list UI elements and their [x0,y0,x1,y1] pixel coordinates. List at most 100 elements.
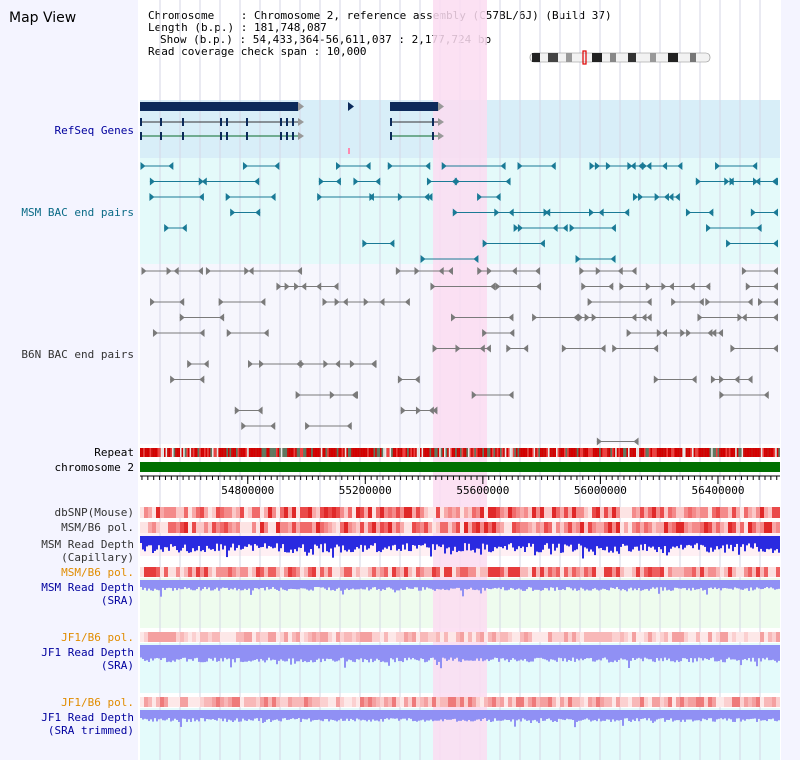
depth-bar [408,645,410,658]
repeat-segment [757,448,760,457]
repeat-segment [336,448,339,457]
depth-bar [274,536,276,548]
depth-bar [712,536,714,552]
exon [160,132,162,140]
repeat-segment [404,448,406,457]
repeat-segment [559,448,561,457]
heatmap-cell [668,567,672,577]
repeat-segment [594,448,596,457]
depth-bar [256,710,258,719]
heatmap-cell [300,632,304,642]
msm-bac-end-pairs[interactable] [140,162,778,263]
depth-bar [650,580,652,589]
depth-bar [522,710,524,719]
depth-bar [316,710,318,720]
depth-bar [526,645,528,662]
heatmap-cell [212,567,216,577]
heatmap-cell [728,522,732,533]
repeat-segment [455,448,457,457]
depth-bar [614,710,616,722]
heatmap-cell [340,697,344,707]
repeat-segment [181,448,184,457]
depth-bar [248,580,250,589]
heatmap-cell [348,522,352,533]
heatmap-cell [528,507,532,518]
depth-bar [254,710,256,719]
depth-bar [424,710,426,722]
depth-bar [520,710,522,722]
heatmap-cell [528,632,532,642]
heatmap-cell [744,522,748,533]
depth-bar [710,536,712,548]
heatmap-cell [524,697,528,707]
b6n-bac-end-pairs[interactable] [141,267,778,446]
heatmap-cell [140,632,144,642]
bac-end-arrow [471,391,477,399]
bac-end-arrow [473,255,479,263]
depth-bar [604,645,606,658]
depth-bar [642,580,644,591]
depth-bar [542,645,544,659]
bac-end-arrow [646,298,652,306]
depth-bar [182,580,184,590]
heatmap-cell [432,567,436,577]
depth-bar [704,536,706,547]
depth-bar [274,580,276,589]
depth-bar [538,580,540,590]
heatmap-cell [684,522,688,533]
heatmap-cell [260,697,264,707]
depth-bar [754,710,756,719]
bac-end-arrow [352,391,358,399]
repeat-segment [452,448,454,457]
heatmap-cell [536,632,540,642]
chromosome-ideogram[interactable] [529,50,711,65]
heatmap-cell [576,697,580,707]
depth-bar [184,580,186,588]
depth-bar [376,536,378,553]
repeat-segment [666,448,668,457]
depth-bar [592,645,594,662]
depth-bar [166,536,168,548]
exon [226,132,228,140]
repeat-segment [335,448,337,457]
depth-bar [222,580,224,588]
heatmap-cell [140,507,144,518]
bac-end-arrow [737,313,743,322]
depth-bar [730,580,732,589]
depth-bar [364,710,366,721]
depth-bar [498,710,500,721]
depth-bar [328,536,330,553]
depth-bar [488,580,490,589]
heatmap-cell [484,567,488,577]
bac-end-arrow [710,375,716,384]
depth-bar [468,645,470,661]
heatmap-cell [704,522,708,533]
refseq-genes[interactable] [140,102,444,154]
bac-end-arrow [633,437,639,446]
heatmap-cell [336,632,340,642]
depth-bar [726,580,728,589]
exon [292,132,294,140]
heatmap-cell [504,507,508,518]
repeat-segment [717,448,720,457]
depth-bar [258,710,260,721]
repeat-segment [693,448,696,457]
heatmap-cell [636,632,640,642]
depth-bar [206,580,208,590]
depth-bar [330,536,332,549]
heatmap-cell [468,567,472,577]
depth-bar [426,645,428,662]
heatmap-cell [576,567,580,577]
heatmap-cell [772,632,776,642]
bac-end-arrow [248,360,254,368]
bac-end-arrow [536,282,542,291]
depth-bar [528,580,530,588]
repeat-segment [309,448,312,457]
depth-bar [486,580,488,589]
depth-bar [756,645,758,667]
depth-bar [602,710,604,721]
depth-bar [354,710,356,722]
heatmap-cell [540,697,544,707]
repeat-segment [170,448,172,457]
